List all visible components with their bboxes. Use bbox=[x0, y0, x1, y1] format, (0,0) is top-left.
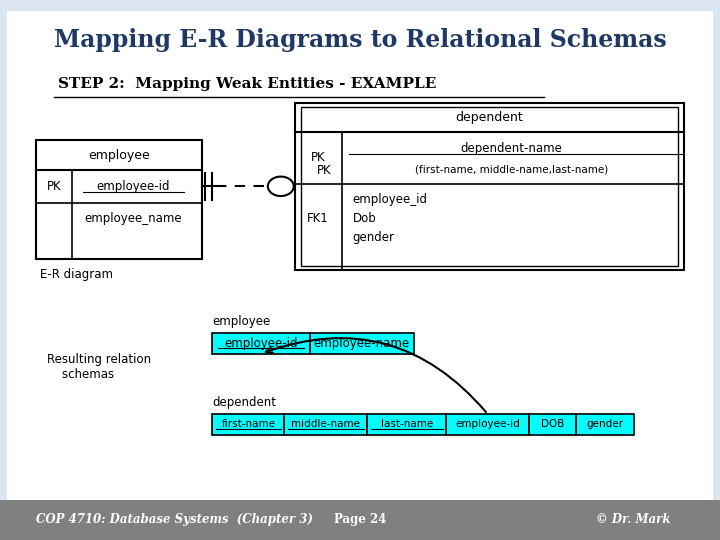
Text: middle-name: middle-name bbox=[292, 420, 360, 429]
Text: DOB: DOB bbox=[541, 420, 564, 429]
Text: last-name: last-name bbox=[381, 420, 433, 429]
Text: Mapping E-R Diagrams to Relational Schemas: Mapping E-R Diagrams to Relational Schem… bbox=[53, 29, 667, 52]
Text: employee_id: employee_id bbox=[353, 193, 428, 206]
Text: employee-id: employee-id bbox=[96, 180, 170, 193]
FancyBboxPatch shape bbox=[529, 414, 576, 435]
Text: employee-id: employee-id bbox=[224, 337, 298, 350]
Text: first-name: first-name bbox=[222, 420, 275, 429]
Text: dependent-name: dependent-name bbox=[460, 142, 562, 155]
FancyBboxPatch shape bbox=[212, 414, 284, 435]
Text: gender: gender bbox=[586, 420, 624, 429]
FancyBboxPatch shape bbox=[0, 500, 720, 540]
Text: COP 4710: Database Systems  (Chapter 3): COP 4710: Database Systems (Chapter 3) bbox=[36, 513, 313, 526]
FancyBboxPatch shape bbox=[295, 103, 684, 270]
Text: PK: PK bbox=[311, 151, 325, 165]
Text: employee_name: employee_name bbox=[84, 212, 182, 225]
FancyBboxPatch shape bbox=[284, 414, 367, 435]
Text: Page 24: Page 24 bbox=[334, 513, 386, 526]
Text: employee-name: employee-name bbox=[314, 337, 410, 350]
FancyBboxPatch shape bbox=[301, 107, 678, 266]
Text: PK: PK bbox=[317, 164, 331, 177]
FancyBboxPatch shape bbox=[36, 140, 202, 259]
FancyBboxPatch shape bbox=[367, 414, 446, 435]
Text: PK: PK bbox=[47, 180, 61, 193]
Text: E-R diagram: E-R diagram bbox=[40, 268, 112, 281]
FancyBboxPatch shape bbox=[212, 333, 310, 354]
Text: employee: employee bbox=[88, 148, 150, 162]
Text: gender: gender bbox=[353, 231, 395, 244]
Text: Resulting relation
    schemas: Resulting relation schemas bbox=[47, 353, 151, 381]
Text: FK1: FK1 bbox=[307, 212, 329, 225]
FancyBboxPatch shape bbox=[576, 414, 634, 435]
Text: (first-name, middle-name,last-name): (first-name, middle-name,last-name) bbox=[415, 164, 608, 174]
Text: Dob: Dob bbox=[353, 212, 377, 225]
Circle shape bbox=[268, 177, 294, 196]
FancyBboxPatch shape bbox=[7, 11, 713, 502]
Text: dependent: dependent bbox=[456, 111, 523, 124]
Text: employee-id: employee-id bbox=[456, 420, 520, 429]
FancyArrowPatch shape bbox=[266, 338, 486, 412]
FancyBboxPatch shape bbox=[310, 333, 414, 354]
Text: STEP 2:  Mapping Weak Entities - EXAMPLE: STEP 2: Mapping Weak Entities - EXAMPLE bbox=[58, 77, 436, 91]
Text: dependent: dependent bbox=[212, 396, 276, 409]
Text: employee: employee bbox=[212, 315, 271, 328]
FancyBboxPatch shape bbox=[446, 414, 529, 435]
Text: © Dr. Mark: © Dr. Mark bbox=[596, 513, 671, 526]
